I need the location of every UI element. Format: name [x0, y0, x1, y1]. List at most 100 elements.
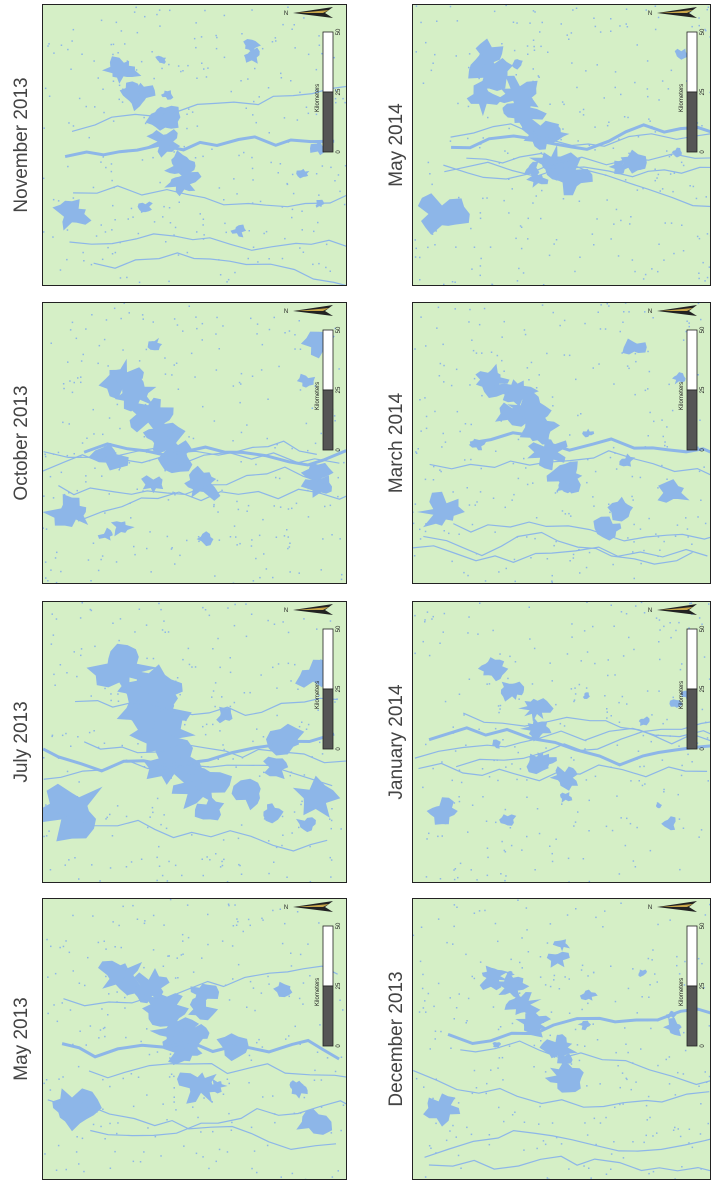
- speckle: [514, 559, 516, 561]
- speckle: [43, 836, 45, 838]
- speckle: [567, 914, 569, 916]
- speckle: [423, 1086, 425, 1088]
- speckle: [521, 849, 523, 851]
- speckle: [141, 390, 143, 392]
- speckle: [681, 1166, 683, 1168]
- speckle: [126, 277, 128, 279]
- speckle: [211, 696, 213, 698]
- speckle: [94, 468, 96, 470]
- speckle: [500, 391, 502, 393]
- speckle: [91, 314, 93, 316]
- speckle: [415, 239, 417, 241]
- speckle: [53, 453, 55, 455]
- speckle: [119, 467, 121, 469]
- speckle: [469, 53, 471, 55]
- speckle: [536, 421, 538, 423]
- speckle: [171, 777, 173, 779]
- speckle: [228, 279, 230, 281]
- speckle: [563, 198, 565, 200]
- speckle: [46, 528, 48, 530]
- speckle: [527, 367, 529, 369]
- speckle: [111, 1051, 113, 1053]
- speckle: [134, 631, 136, 633]
- speckle: [600, 304, 602, 306]
- speckle: [428, 993, 430, 995]
- speckle: [595, 1144, 597, 1146]
- speckle: [322, 809, 324, 811]
- speckle: [600, 1122, 602, 1124]
- speckle: [101, 475, 103, 477]
- speckle: [635, 605, 637, 607]
- speckle: [188, 648, 190, 650]
- speckle: [77, 377, 79, 379]
- speckle: [241, 373, 243, 375]
- speckle: [701, 829, 703, 831]
- speckle: [163, 814, 165, 816]
- speckle: [575, 464, 577, 466]
- scale-title: Kilometers: [315, 84, 321, 112]
- speckle: [314, 1080, 316, 1082]
- speckle: [322, 165, 324, 167]
- speckle: [334, 701, 336, 703]
- speckle: [342, 98, 344, 100]
- speckle: [55, 973, 57, 975]
- speckle: [93, 730, 95, 732]
- speckle: [425, 345, 427, 347]
- speckle: [268, 983, 270, 985]
- speckle: [590, 1177, 592, 1179]
- speckle: [66, 259, 68, 261]
- speckle: [206, 724, 208, 726]
- speckle: [151, 51, 153, 53]
- speckle: [253, 580, 255, 582]
- speckle: [50, 569, 52, 571]
- speckle: [543, 1140, 545, 1142]
- speckle: [576, 87, 578, 89]
- speckle: [58, 1145, 60, 1147]
- scale-tick: 50: [700, 922, 706, 929]
- speckle: [302, 1003, 304, 1005]
- scale-tick: 25: [700, 982, 706, 989]
- speckle: [706, 196, 708, 198]
- speckle: [80, 382, 82, 384]
- speckle: [632, 1141, 634, 1143]
- speckle: [112, 54, 114, 56]
- speckle: [606, 826, 608, 828]
- speckle: [44, 454, 46, 456]
- speckle: [77, 796, 79, 798]
- speckle: [616, 209, 618, 211]
- speckle: [420, 22, 422, 24]
- speckle: [477, 633, 479, 635]
- speckle: [571, 1069, 573, 1071]
- speckle: [46, 939, 48, 941]
- speckle: [563, 104, 565, 106]
- speckle: [484, 308, 486, 310]
- speckle: [127, 994, 129, 996]
- speckle: [48, 830, 50, 832]
- speckle: [83, 260, 85, 262]
- speckle: [542, 22, 544, 24]
- speckle: [549, 662, 551, 664]
- speckle: [86, 106, 88, 108]
- speckle: [47, 976, 49, 978]
- speckle: [549, 104, 551, 106]
- speckle: [230, 706, 232, 708]
- speckle: [242, 757, 244, 759]
- speckle: [452, 281, 454, 283]
- speckle: [185, 720, 187, 722]
- speckle: [671, 222, 673, 224]
- scale-tick: 25: [336, 88, 342, 95]
- speckle: [282, 621, 284, 623]
- speckle: [460, 1168, 462, 1170]
- speckle: [662, 80, 664, 82]
- speckle: [467, 138, 469, 140]
- speckle: [43, 178, 45, 180]
- speckle: [517, 688, 519, 690]
- speckle: [525, 467, 527, 469]
- speckle: [662, 723, 664, 725]
- speckle: [526, 929, 528, 931]
- speckle: [102, 555, 104, 557]
- speckle: [472, 524, 474, 526]
- speckle: [156, 857, 158, 859]
- speckle: [422, 988, 424, 990]
- speckle: [701, 125, 703, 127]
